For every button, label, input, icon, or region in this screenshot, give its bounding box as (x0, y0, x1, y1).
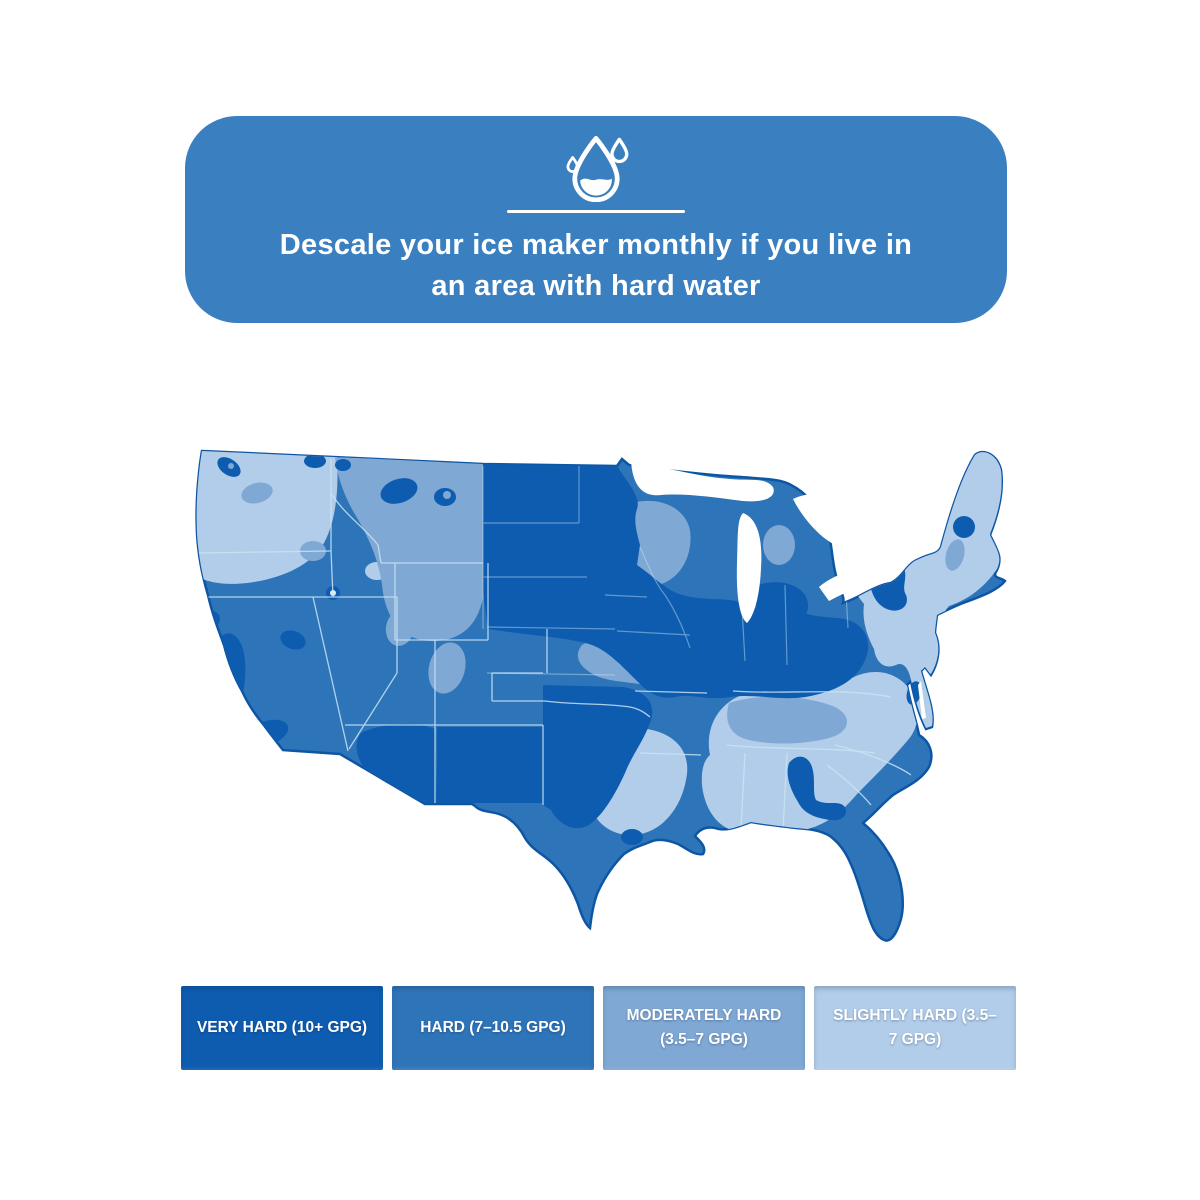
legend-label: HARD (7–10.5 GPG) (420, 1018, 566, 1036)
legend-label: MODERATELY HARD (626, 1006, 782, 1024)
lake-michigan (736, 513, 762, 623)
header-divider (507, 210, 685, 213)
hardness-legend: VERY HARD (10+ GPG) HARD (7–10.5 GPG) MO… (181, 986, 1016, 1070)
legend-very-hard: VERY HARD (10+ GPG) (181, 986, 383, 1070)
lake-huron (793, 493, 865, 549)
header-title-line2: an area with hard water (431, 270, 761, 303)
legend-label-line2: (3.5–7 GPG) (660, 1031, 748, 1048)
legend-slightly-hard: SLIGHTLY HARD (3.5– 7 GPG) (814, 986, 1016, 1070)
header-title-line1: Descale your ice maker monthly if you li… (279, 229, 913, 261)
us-water-hardness-map (185, 433, 1015, 968)
legend-moderately-hard: MODERATELY HARD (3.5–7 GPG) (603, 986, 805, 1070)
lake-ontario (873, 536, 920, 558)
puget-inner-dot (228, 463, 234, 469)
montana-bean-inner (443, 491, 451, 499)
water-drop-icon (557, 132, 635, 202)
header-title: Descale your ice maker monthly if you li… (216, 225, 976, 307)
header-card: Descale your ice maker monthly if you li… (185, 116, 1007, 323)
legend-hard: HARD (7–10.5 GPG) (392, 986, 594, 1070)
chesapeake-bay (918, 681, 926, 719)
state-borders (196, 459, 912, 832)
lake-erie (819, 569, 881, 601)
legend-label: VERY HARD (10+ GPG) (196, 1018, 368, 1036)
legend-label: SLIGHTLY HARD (3.5– (833, 1006, 997, 1024)
lake-superior (631, 461, 774, 502)
great-lakes (631, 461, 926, 719)
legend-label-line2: 7 GPG) (888, 1031, 942, 1048)
